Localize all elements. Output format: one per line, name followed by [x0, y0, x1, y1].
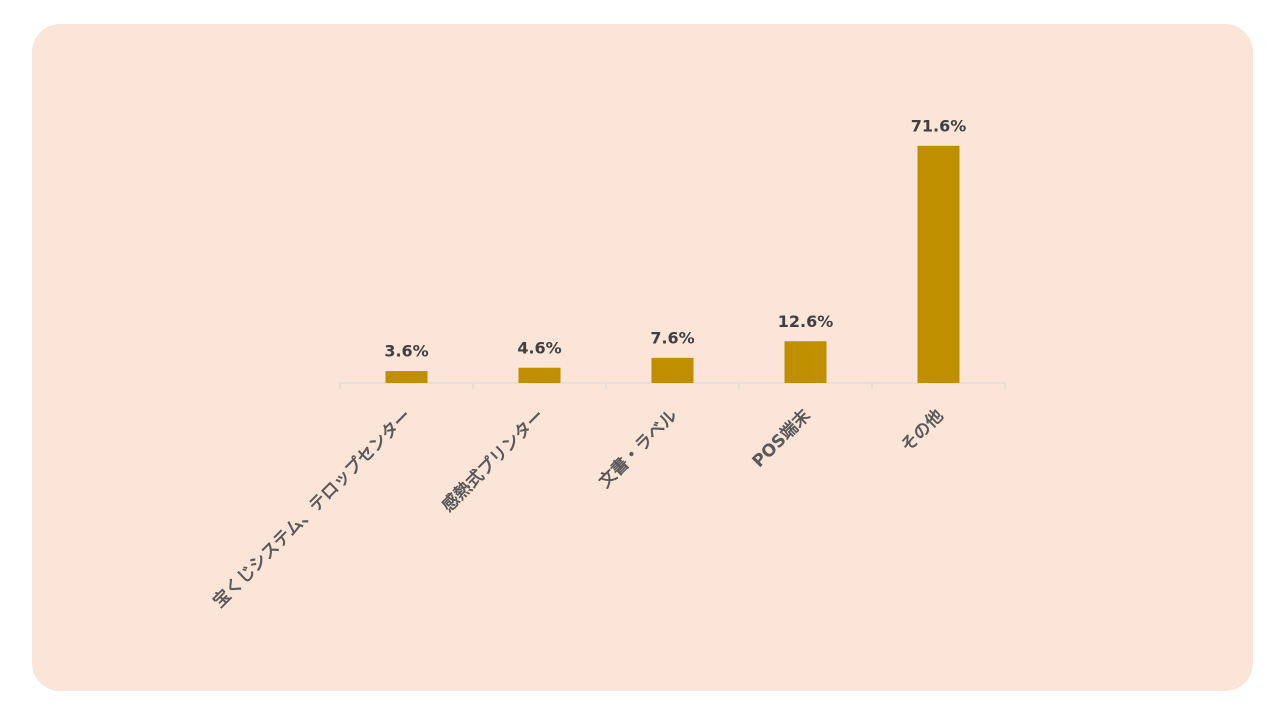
value-label: 3.6%	[384, 342, 428, 361]
value-label: 7.6%	[650, 328, 694, 347]
bar	[385, 371, 428, 383]
value-label: 12.6%	[778, 312, 834, 331]
bar	[651, 357, 694, 383]
value-label: 71.6%	[911, 116, 967, 135]
value-label: 4.6%	[517, 338, 561, 357]
bar	[518, 367, 561, 383]
bar	[784, 341, 827, 383]
bar	[917, 145, 960, 383]
